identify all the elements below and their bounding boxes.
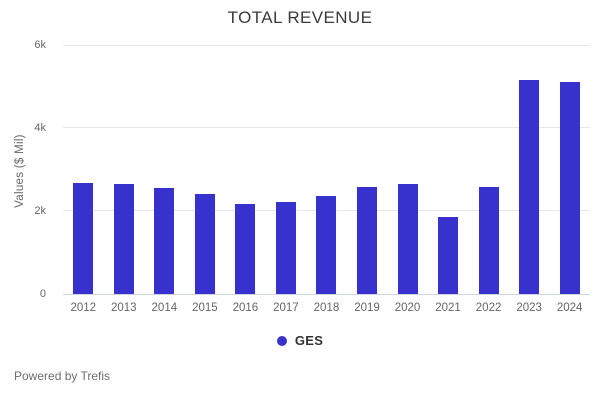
bar-2022[interactable] xyxy=(478,186,499,294)
powered-by-trefis-text: Powered by Trefis xyxy=(14,369,111,383)
bar-2014[interactable] xyxy=(154,187,175,294)
x-tick-2019: 2019 xyxy=(354,302,380,314)
x-tick-2014: 2014 xyxy=(151,302,178,314)
x-tick-2021: 2021 xyxy=(435,302,461,314)
x-tick-2024: 2024 xyxy=(556,302,583,314)
legend[interactable]: GES xyxy=(0,333,600,348)
bar-slot-2014 xyxy=(144,45,185,294)
bar-2015[interactable] xyxy=(194,194,215,294)
x-tick-2016: 2016 xyxy=(232,302,259,314)
x-tick-2017: 2017 xyxy=(273,302,299,314)
bar-slot-2023 xyxy=(509,45,550,294)
legend-series-label: GES xyxy=(294,333,324,348)
bar-slot-2021 xyxy=(428,45,469,294)
x-tick-2013: 2013 xyxy=(111,302,137,314)
gridline-6k xyxy=(63,44,590,46)
bar-2019[interactable] xyxy=(356,186,377,294)
bar-2023[interactable] xyxy=(519,80,540,294)
x-tick-2022: 2022 xyxy=(475,302,502,314)
y-tick-6k: 6k xyxy=(34,39,46,51)
bars-row xyxy=(63,45,590,294)
bar-slot-2013 xyxy=(104,45,145,294)
plot-area xyxy=(63,44,590,295)
x-axis-labels: 2012 2013 2014 2015 2016 2017 2018 2019 2020 2021… xyxy=(63,302,590,314)
y-tick-4k: 4k xyxy=(34,122,46,134)
x-tick-2020: 2020 xyxy=(394,302,421,314)
x-tick-2015: 2015 xyxy=(192,302,218,314)
bar-slot-2012 xyxy=(63,45,104,294)
y-tick-2k: 2k xyxy=(34,205,46,217)
x-tick-2023: 2023 xyxy=(516,302,542,314)
bar-slot-2017 xyxy=(266,45,307,294)
bar-slot-2015 xyxy=(185,45,226,294)
chart-title: TOTAL REVENUE xyxy=(227,8,373,27)
bar-slot-2019 xyxy=(347,45,388,294)
bar-2024[interactable] xyxy=(559,81,580,294)
bar-2012[interactable] xyxy=(73,182,94,294)
y-tick-0: 0 xyxy=(39,288,46,300)
bar-slot-2016 xyxy=(225,45,266,294)
x-tick-2012: 2012 xyxy=(70,302,97,314)
y-axis-ticks: 6k 4k 2k 0 xyxy=(0,39,46,300)
bar-2021[interactable] xyxy=(438,216,459,294)
bar-2018[interactable] xyxy=(316,196,337,294)
bar-slot-2018 xyxy=(306,45,347,294)
bar-slot-2022 xyxy=(468,45,509,294)
gridline-0 xyxy=(63,293,590,295)
bar-2020[interactable] xyxy=(397,183,418,294)
bar-slot-2024 xyxy=(549,45,590,294)
legend-series-dot-icon xyxy=(276,335,287,346)
bar-2017[interactable] xyxy=(275,202,296,294)
bar-2016[interactable] xyxy=(235,203,256,294)
gridline-4k xyxy=(63,127,590,129)
x-tick-2018: 2018 xyxy=(313,302,340,314)
bar-slot-2020 xyxy=(387,45,428,294)
bar-2013[interactable] xyxy=(113,184,134,294)
